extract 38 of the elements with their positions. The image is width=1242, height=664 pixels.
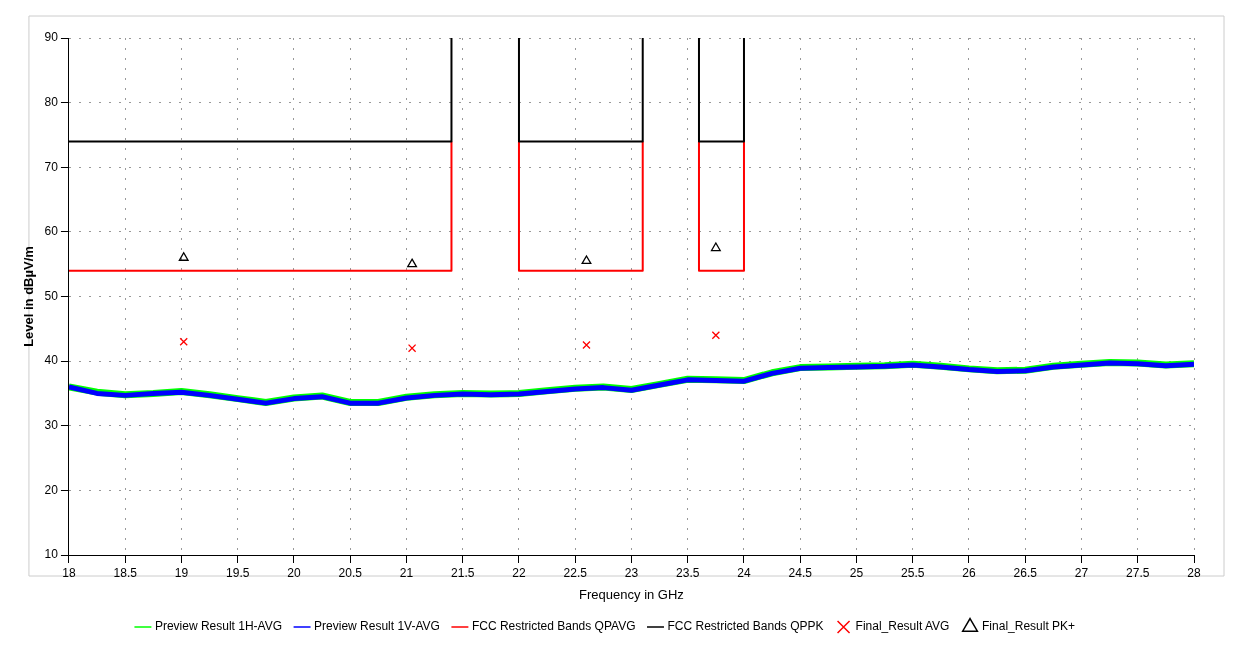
x-tick-label: 18 bbox=[62, 565, 76, 580]
x-tick-label: 23 bbox=[624, 565, 639, 580]
legend-label: Preview Result 1H-AVG bbox=[154, 619, 283, 634]
x-tick-label: 25.5 bbox=[901, 565, 925, 580]
x-tick-label: 21 bbox=[399, 565, 414, 580]
legend-label: Final_Result AVG bbox=[855, 619, 950, 634]
y-tick-label: 60 bbox=[44, 224, 59, 239]
y-tick-label: 50 bbox=[44, 288, 59, 303]
x-tick-label: 24 bbox=[737, 565, 751, 580]
x-tick-label: 21.5 bbox=[451, 565, 475, 580]
x-tick-label: 27 bbox=[1074, 565, 1089, 580]
x-tick-label: 18.5 bbox=[113, 565, 138, 580]
legend-label: Final_Result PK+ bbox=[982, 619, 1076, 634]
x-tick-label: 23.5 bbox=[676, 565, 700, 580]
legend-label: FCC Restricted Bands QPPK bbox=[667, 619, 824, 634]
x-tick-label: 19 bbox=[174, 565, 189, 580]
x-tick-label: 28 bbox=[1187, 565, 1201, 580]
x-tick-label: 19.5 bbox=[226, 565, 250, 580]
x-tick-label: 20.5 bbox=[338, 565, 363, 580]
legend-label: Preview Result 1V-AVG bbox=[314, 619, 440, 634]
y-tick-label: 40 bbox=[44, 353, 59, 368]
y-tick-label: 30 bbox=[44, 418, 59, 433]
x-tick-label: 20 bbox=[287, 565, 301, 580]
y-axis-title: Level in dBµV/m bbox=[21, 246, 37, 347]
y-tick-label: 10 bbox=[44, 547, 59, 562]
x-tick-label: 25 bbox=[849, 565, 864, 580]
x-tick-label: 24.5 bbox=[788, 565, 813, 580]
y-tick-label: 90 bbox=[44, 30, 59, 45]
x-tick-label: 26.5 bbox=[1013, 565, 1038, 580]
x-tick-label: 22.5 bbox=[563, 565, 588, 580]
x-tick-label: 26 bbox=[962, 565, 976, 580]
y-tick-label: 70 bbox=[44, 159, 59, 174]
y-tick-label: 20 bbox=[44, 482, 59, 497]
x-axis-title: Frequency in GHz bbox=[579, 586, 684, 602]
legend-label: FCC Restricted Bands QPAVG bbox=[471, 619, 636, 634]
y-tick-label: 80 bbox=[44, 94, 59, 109]
x-tick-label: 22 bbox=[512, 565, 526, 580]
x-tick-label: 27.5 bbox=[1126, 565, 1150, 580]
